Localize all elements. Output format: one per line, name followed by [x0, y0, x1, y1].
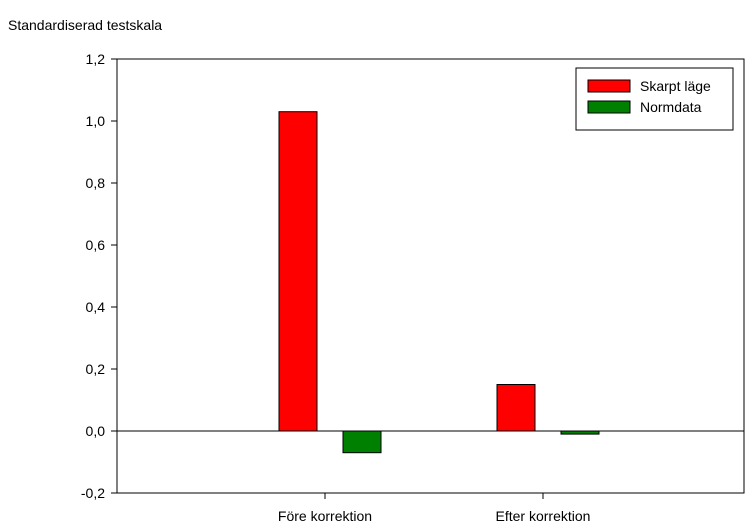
legend-swatch: [587, 100, 631, 114]
y-tick-label: 0,2: [86, 361, 106, 377]
y-tick-label: 0,0: [86, 423, 106, 439]
bar-normdata: [342, 430, 382, 454]
legend-label: Normdata: [640, 99, 702, 115]
bar-normdata: [560, 430, 600, 435]
y-tick-label: 0,6: [86, 237, 106, 253]
plot-frame: [116, 58, 745, 494]
bar-skarpt-lage: [496, 384, 536, 432]
y-tick-label: 1,2: [86, 51, 106, 67]
y-tick-label: -0,2: [81, 485, 105, 501]
y-axis-label: Standardiserad testskala: [8, 17, 162, 33]
x-tick-label: Före korrektion: [278, 508, 372, 524]
plot-area: -0,2 0,0 0,2 0,4 0,6 0,8 1,0 1,2 Före korrektion…: [81, 51, 745, 524]
legend-label: Skarpt läge: [640, 78, 711, 94]
y-tick-label: 0,4: [86, 299, 106, 315]
y-tick-label: 1,0: [86, 113, 106, 129]
x-tick-label: Efter korrektion: [496, 508, 591, 524]
legend: Skarpt läge Normdata: [575, 67, 734, 131]
bar-skarpt-lage: [278, 111, 318, 432]
legend-box: [575, 67, 734, 131]
y-tick-label: 0,8: [86, 175, 106, 191]
legend-swatch: [587, 79, 631, 93]
